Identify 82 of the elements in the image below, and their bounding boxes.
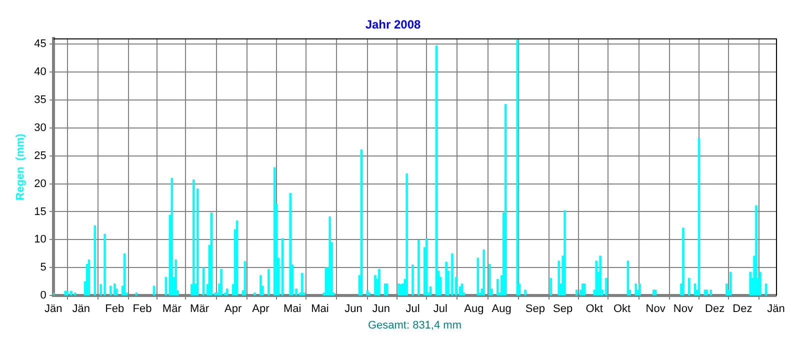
x-tick-label: Jun <box>344 303 362 316</box>
bar <box>682 228 684 296</box>
bar <box>135 292 138 296</box>
bar <box>53 292 55 296</box>
bar <box>638 284 641 296</box>
bar <box>599 256 602 296</box>
x-tick-label: Jän <box>767 303 785 316</box>
x-tick-label: Dez <box>705 303 725 316</box>
bar <box>220 268 222 296</box>
bar <box>710 290 712 296</box>
x-axis-title: Gesamt: 831,4 mm <box>368 319 462 332</box>
bar <box>368 292 370 296</box>
bar <box>575 290 578 296</box>
y-tick-label: 20 <box>34 178 46 190</box>
y-tick-label: 15 <box>34 206 46 218</box>
chart-title: Jahr 2008 <box>365 18 422 32</box>
bar <box>301 272 304 296</box>
bar <box>445 262 448 296</box>
bar <box>378 268 380 296</box>
bar <box>652 290 655 296</box>
bar <box>328 216 331 296</box>
y-tick-label: 40 <box>34 66 46 78</box>
x-tick-label: Jän <box>44 303 62 316</box>
x-tick-label: Jän <box>72 303 90 316</box>
y-tick-label: 10 <box>34 234 46 246</box>
y-tick-label: 5 <box>40 262 46 274</box>
bar <box>765 284 768 296</box>
y-axis-title: Regen (mm) <box>14 133 27 200</box>
bar <box>496 279 499 296</box>
bar <box>260 275 262 296</box>
y-tick-label: 25 <box>34 150 46 162</box>
x-tick-label: Nov <box>646 303 666 316</box>
x-tick-label: Jul <box>406 303 420 316</box>
bar <box>564 210 566 296</box>
bar <box>755 205 758 296</box>
bar <box>451 253 454 296</box>
bar <box>152 286 156 296</box>
x-tick-label: Apr <box>224 303 242 316</box>
bar <box>488 264 491 296</box>
bar <box>289 192 292 296</box>
x-tick-label: Okt <box>586 303 603 316</box>
bar <box>226 288 228 296</box>
bar <box>418 240 420 296</box>
bar <box>482 249 485 296</box>
bar <box>254 292 256 296</box>
x-tick-label: Sep <box>552 303 573 316</box>
x-tick-label: Mai <box>283 303 302 316</box>
bar <box>688 278 690 296</box>
x-tick-label: Feb <box>132 303 152 316</box>
bar <box>366 290 368 296</box>
x-tick-label: Feb <box>105 303 124 316</box>
x-tick-label: Sep <box>525 303 545 316</box>
bar <box>70 290 72 296</box>
x-tick-label: Jun <box>372 303 390 316</box>
x-tick-label: Aug <box>492 303 512 316</box>
x-tick-label: Nov <box>673 303 694 316</box>
bar <box>74 292 76 296</box>
bar <box>605 278 608 296</box>
bar <box>704 290 706 296</box>
x-tick-label: Okt <box>613 303 631 316</box>
x-tick-label: Jul <box>433 303 448 316</box>
bar <box>110 286 112 296</box>
bar <box>210 212 213 296</box>
bar <box>104 234 106 296</box>
y-tick-label: 0 <box>40 290 46 302</box>
bar <box>654 290 657 296</box>
y-tick-label: 30 <box>34 122 46 134</box>
x-tick-label: Aug <box>464 303 484 316</box>
bar <box>706 290 708 296</box>
bar <box>114 284 116 296</box>
bar <box>267 268 270 296</box>
bar <box>412 264 414 296</box>
y-tick-label: 35 <box>34 94 46 106</box>
bar <box>524 290 526 296</box>
x-tick-label: Mär <box>162 303 182 316</box>
bar <box>634 284 637 296</box>
y-tick-label: 45 <box>34 38 46 50</box>
x-tick-label: Dez <box>732 303 752 316</box>
x-tick-label: Mär <box>190 303 210 316</box>
bar <box>406 173 408 296</box>
x-tick-label: Mai <box>311 303 329 316</box>
x-tick-label: Apr <box>252 303 270 316</box>
